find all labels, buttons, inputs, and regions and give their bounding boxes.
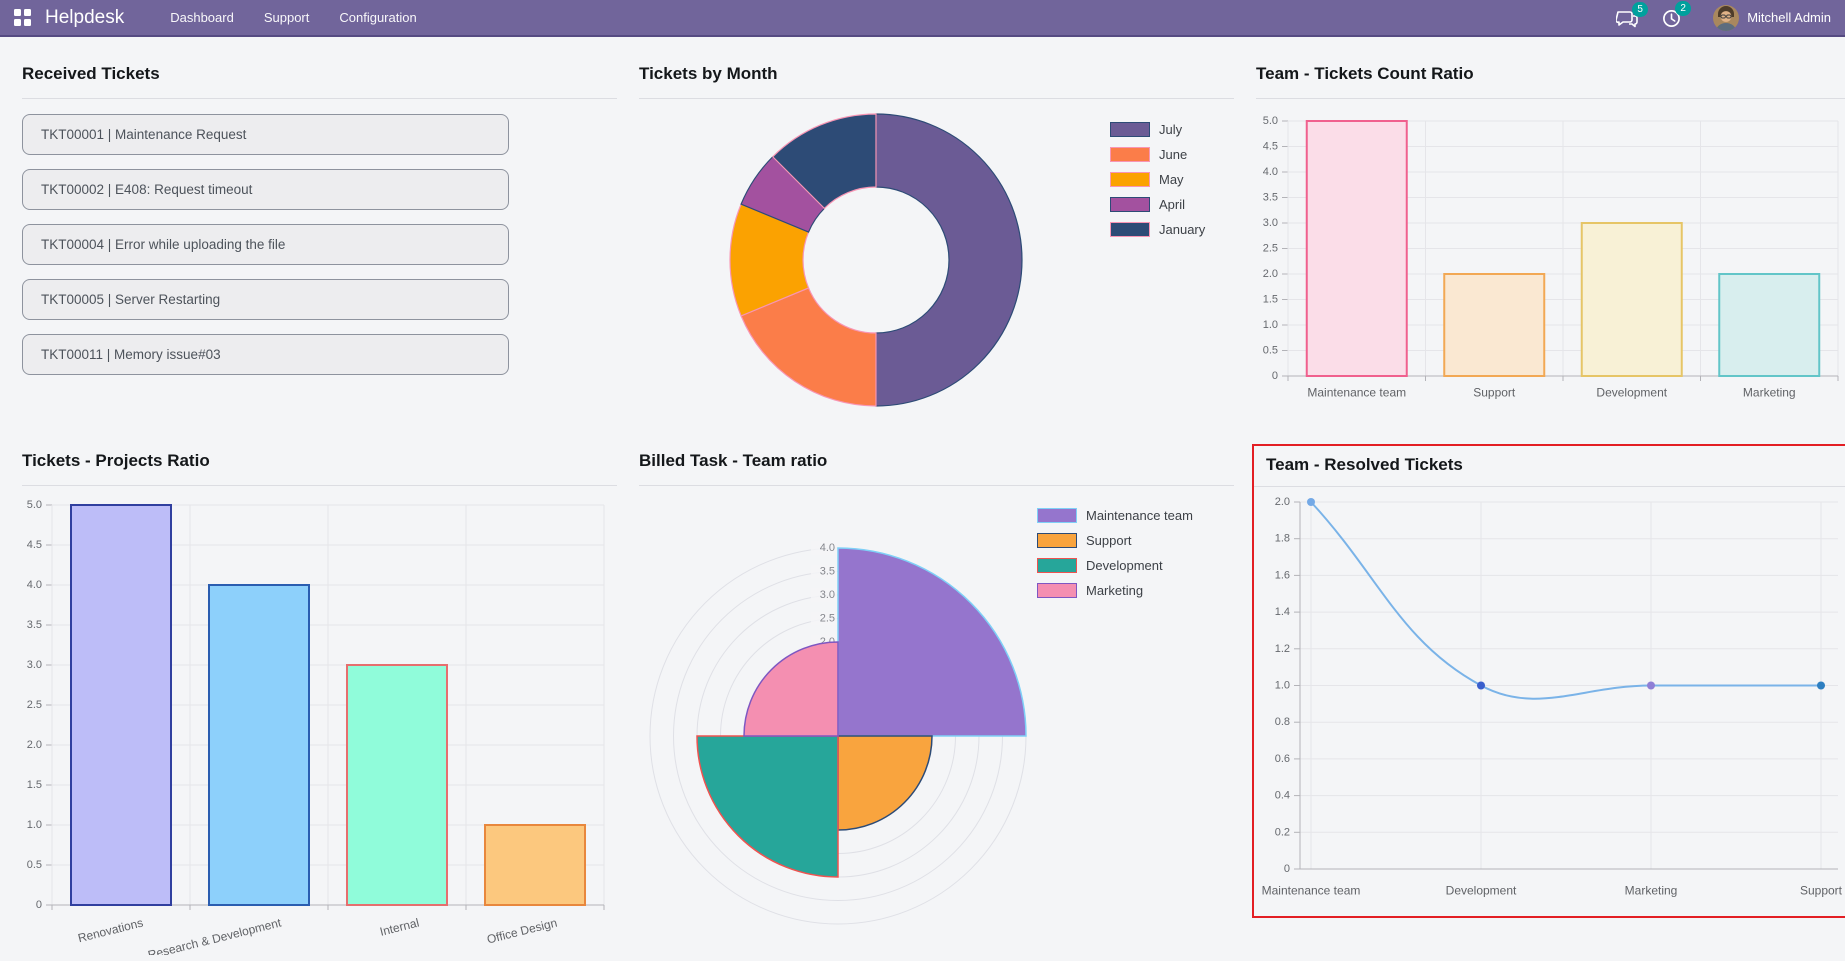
divider: [639, 485, 1234, 486]
panel-billed-task-team-ratio: Billed Task - Team ratio: [639, 451, 1234, 486]
panel-title-team-tickets-count-ratio: Team - Tickets Count Ratio: [1256, 64, 1474, 83]
legend-swatch: [1110, 122, 1150, 137]
panel-tickets-by-month: Tickets by Month: [639, 64, 1234, 99]
team-resolved-line-chart: [1254, 496, 1845, 908]
billed-task-legend: Maintenance team Support Development Mar…: [1037, 503, 1193, 603]
legend-label: Support: [1086, 533, 1132, 548]
legend-swatch: [1110, 172, 1150, 187]
legend-label: July: [1159, 122, 1183, 137]
menu-support[interactable]: Support: [263, 10, 310, 25]
legend-label: April: [1159, 197, 1186, 212]
panel-team-tickets-count-ratio: Team - Tickets Count Ratio: [1256, 64, 1845, 99]
panel-tickets-projects-ratio: Tickets - Projects Ratio: [22, 451, 617, 486]
panel-team-resolved-tickets: Team - Resolved Tickets: [1252, 444, 1845, 918]
legend-item-june[interactable]: June: [1110, 142, 1205, 167]
legend-swatch: [1037, 533, 1077, 548]
divider: [22, 485, 617, 486]
legend-label: Marketing: [1086, 583, 1144, 598]
legend-item-january[interactable]: January: [1110, 217, 1205, 242]
clock-icon: [1663, 10, 1681, 27]
legend-item-maintenance-team[interactable]: Maintenance team: [1037, 503, 1193, 528]
apps-grid-icon[interactable]: [14, 9, 31, 26]
ticket-item[interactable]: TKT00001 | Maintenance Request: [22, 114, 509, 155]
avatar: [1713, 4, 1740, 31]
legend-label: May: [1159, 172, 1184, 187]
legend-swatch: [1037, 583, 1077, 598]
panel-title-team-resolved-tickets: Team - Resolved Tickets: [1266, 455, 1463, 474]
ticket-item[interactable]: TKT00011 | Memory issue#03: [22, 334, 509, 375]
panel-title-tickets-projects-ratio: Tickets - Projects Ratio: [22, 451, 210, 470]
legend-swatch: [1110, 222, 1150, 237]
legend-label: Maintenance team: [1086, 508, 1193, 523]
panel-received-tickets: Received Tickets TKT00001 | Maintenance …: [22, 64, 617, 389]
legend-swatch: [1037, 508, 1077, 523]
activities-badge: 2: [1675, 1, 1692, 16]
apps-grid-icon-svg: [14, 9, 31, 26]
legend-item-april[interactable]: April: [1110, 192, 1205, 217]
menu-configuration[interactable]: Configuration: [339, 10, 417, 25]
ticket-item[interactable]: TKT00004 | Error while uploading the fil…: [22, 224, 509, 265]
ticket-item[interactable]: TKT00005 | Server Restarting: [22, 279, 509, 320]
legend-label: Development: [1086, 558, 1163, 573]
panel-title-billed-task-team-ratio: Billed Task - Team ratio: [639, 451, 828, 470]
divider: [639, 98, 1234, 99]
tickets-by-month-legend: July June May April January: [1110, 117, 1205, 242]
panel-title-received-tickets: Received Tickets: [22, 64, 160, 83]
activities-button[interactable]: 2: [1656, 1, 1692, 30]
messages-button[interactable]: 5: [1610, 1, 1649, 30]
legend-swatch: [1110, 197, 1150, 212]
user-menu[interactable]: Mitchell Admin: [1713, 4, 1831, 31]
ticket-list: TKT00001 | Maintenance Request TKT00002 …: [22, 114, 617, 375]
legend-item-july[interactable]: July: [1110, 117, 1205, 142]
menu-dashboard[interactable]: Dashboard: [170, 10, 234, 25]
billed-task-polar-chart: [639, 495, 1234, 960]
divider: [22, 98, 617, 99]
main-menu: Dashboard Support Configuration: [158, 4, 428, 31]
legend-swatch: [1037, 558, 1077, 573]
app-brand[interactable]: Helpdesk: [45, 6, 125, 28]
user-name: Mitchell Admin: [1747, 10, 1831, 25]
legend-item-marketing[interactable]: Marketing: [1037, 578, 1193, 603]
divider: [1256, 98, 1845, 99]
legend-item-development[interactable]: Development: [1037, 553, 1193, 578]
messages-badge: 5: [1632, 1, 1649, 17]
legend-swatch: [1110, 147, 1150, 162]
legend-item-support[interactable]: Support: [1037, 528, 1193, 553]
panel-title-tickets-by-month: Tickets by Month: [639, 64, 778, 83]
team-tickets-count-bar-chart: [1256, 106, 1845, 406]
ticket-item[interactable]: TKT00002 | E408: Request timeout: [22, 169, 509, 210]
legend-item-may[interactable]: May: [1110, 167, 1205, 192]
divider: [1254, 486, 1845, 487]
legend-label: January: [1159, 222, 1206, 237]
legend-label: June: [1159, 147, 1188, 162]
top-navbar: Helpdesk Dashboard Support Configuration…: [0, 0, 1845, 37]
tickets-projects-bar-chart: [22, 495, 617, 955]
